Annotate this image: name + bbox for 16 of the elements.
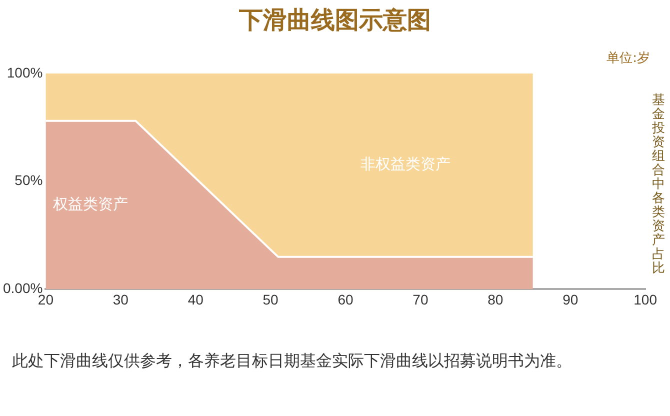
x-tick-label: 50: [262, 291, 279, 308]
x-tick-label: 100: [634, 291, 658, 308]
chart-title: 下滑曲线图示意图: [238, 5, 432, 36]
x-tick-label: 80: [488, 291, 504, 308]
series-label: 权益类资产: [52, 194, 128, 213]
text: 此处下滑曲线仅供参考，各养老目标日期基金实际下滑曲线以招募说明书为准。: [12, 350, 573, 372]
x-tick-label: 40: [188, 291, 204, 308]
y-tick-label: 50%: [14, 172, 43, 188]
series-label: 非权益类资产: [360, 155, 450, 174]
x-tick-label: 30: [112, 291, 129, 308]
x-tick-label: 70: [412, 291, 428, 308]
x-axis-title: 单位:岁: [606, 50, 650, 67]
text: 基金投资组合中各类资产占比: [652, 93, 665, 276]
y-tick-label: 100%: [6, 64, 43, 80]
x-tick-label: 90: [562, 291, 578, 308]
x-tick-label: 60: [338, 291, 354, 308]
